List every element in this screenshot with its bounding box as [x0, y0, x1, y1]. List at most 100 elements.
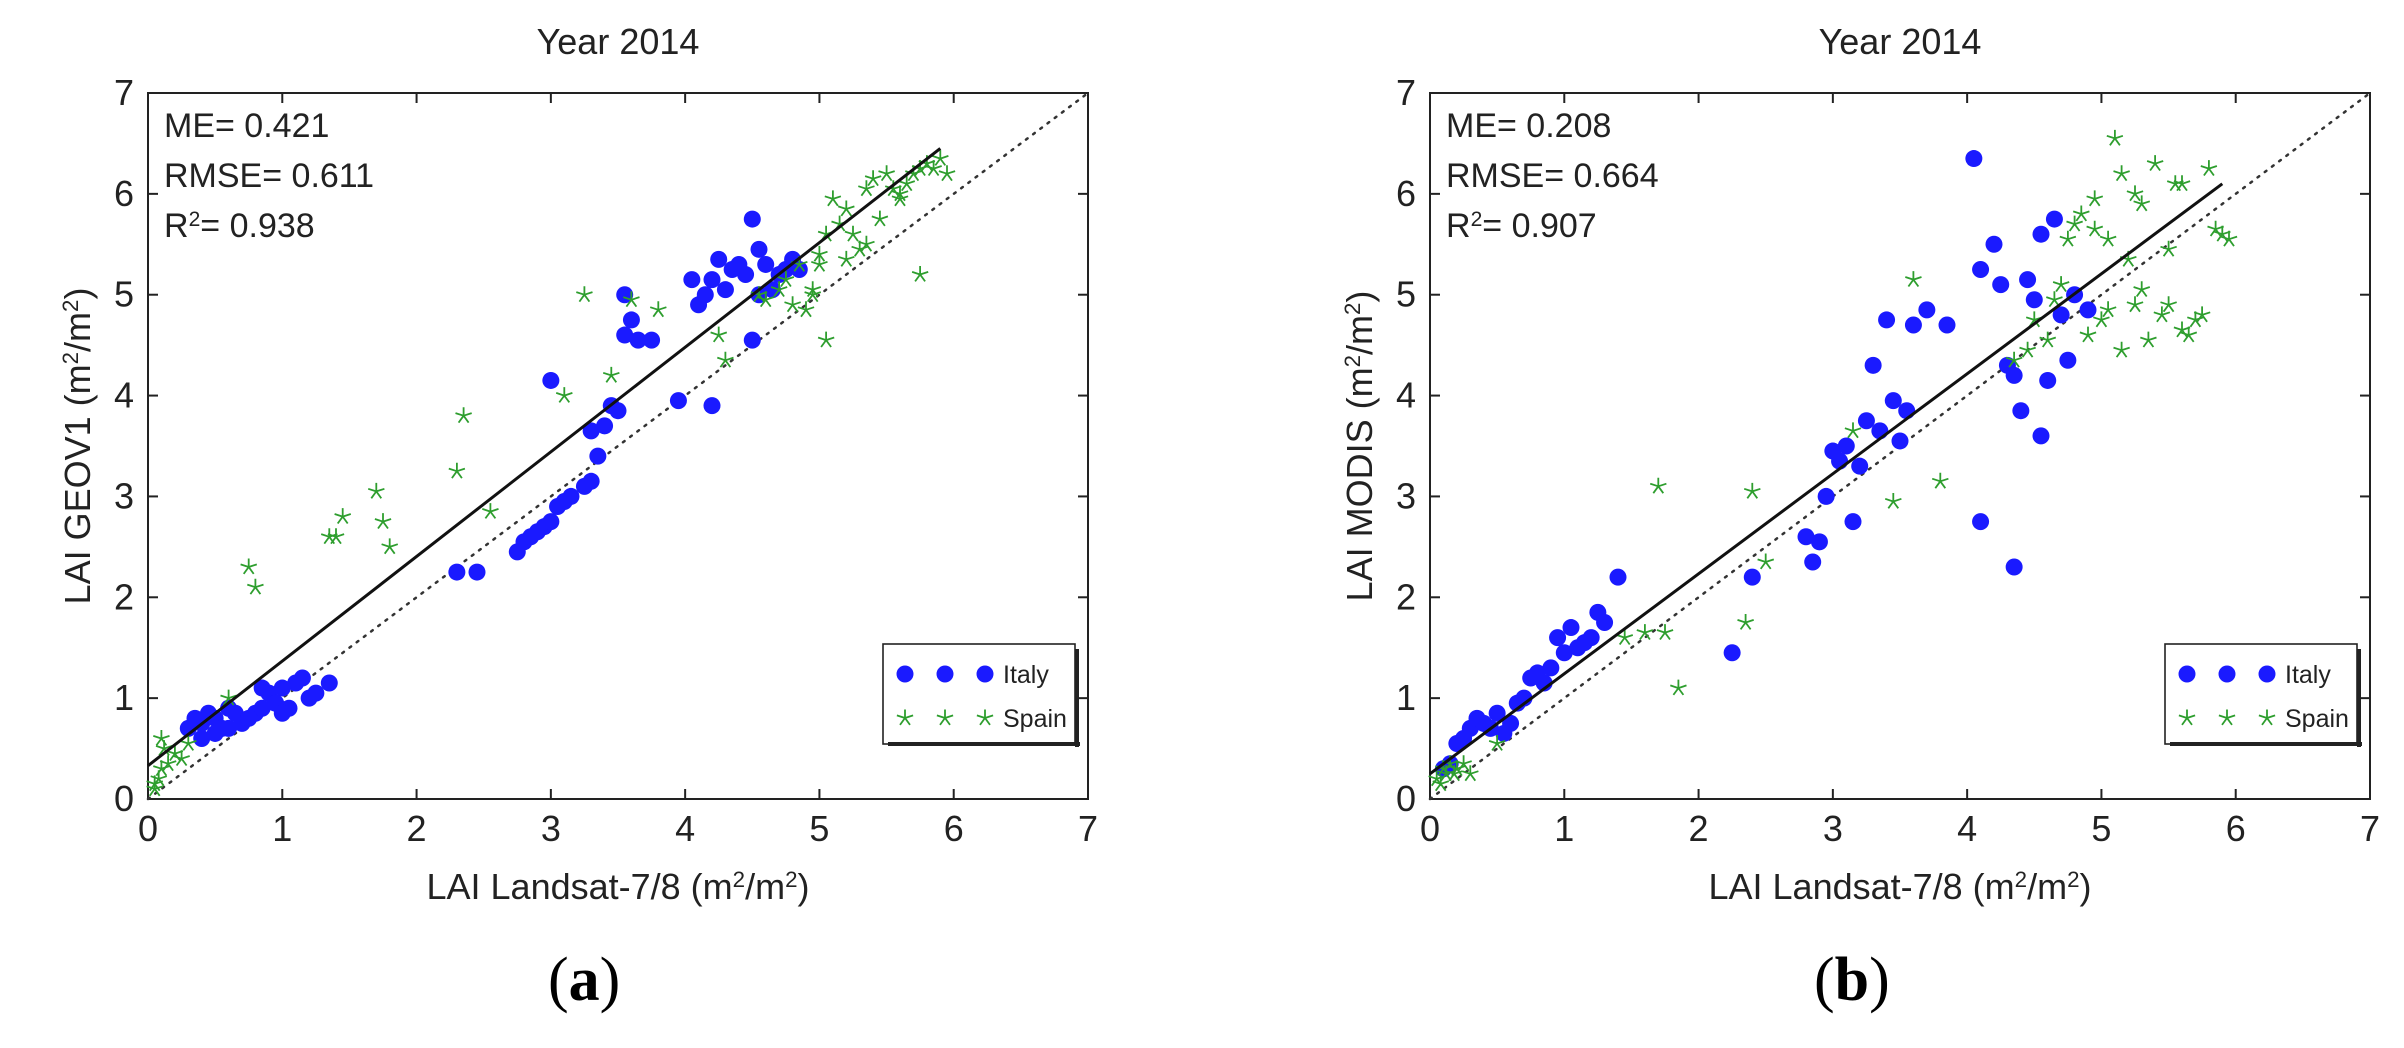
- point-italy: [220, 719, 238, 737]
- point-italy: [1864, 356, 1882, 374]
- point-spain: [864, 170, 882, 187]
- y-tick-label: 3: [1396, 475, 1416, 516]
- point-italy: [696, 286, 714, 304]
- point-italy: [273, 679, 291, 697]
- caption-b: (b): [1814, 946, 1890, 1014]
- legend-box: [882, 643, 1076, 745]
- point-spain: [649, 301, 667, 318]
- legend-entry-italy: Italy: [896, 661, 1049, 689]
- x-tick-label: 7: [2360, 808, 2380, 849]
- plot-frame: [147, 92, 1089, 800]
- point-spain: [837, 250, 855, 267]
- point-spain: [455, 407, 472, 424]
- point-italy: [1972, 513, 1990, 531]
- chart-title: Year 2014: [1819, 21, 1982, 62]
- point-italy: [737, 266, 755, 284]
- y-tick-label: 3: [114, 475, 134, 516]
- point-spain: [482, 503, 499, 519]
- point-italy: [2045, 210, 2063, 228]
- legend-marker: [976, 665, 994, 683]
- point-spain: [2113, 165, 2130, 182]
- point-italy: [589, 447, 607, 465]
- point-spain: [811, 245, 828, 262]
- x-tick-label: 3: [541, 808, 561, 849]
- point-italy: [790, 261, 808, 278]
- point-spain: [1616, 629, 1634, 646]
- point-italy: [1810, 533, 1828, 551]
- point-spain: [2093, 311, 2110, 328]
- point-spain: [146, 780, 164, 797]
- point-italy: [2032, 427, 2050, 445]
- point-spain: [858, 235, 875, 252]
- point-italy: [596, 417, 614, 435]
- point-italy: [1972, 261, 1990, 278]
- point-spain: [2039, 331, 2057, 348]
- point-spain: [1844, 422, 1862, 439]
- point-spain: [374, 513, 392, 530]
- y-tick-label: 2: [1396, 576, 1416, 617]
- point-spain: [2052, 276, 2070, 293]
- point-spain: [811, 256, 828, 272]
- point-italy: [582, 422, 600, 440]
- stat-rmse: RMSE= 0.611: [164, 157, 374, 195]
- point-italy: [757, 255, 775, 273]
- stat-me: ME= 0.208: [1446, 107, 1611, 145]
- point-italy: [1502, 714, 1520, 732]
- legend-marker: [896, 709, 914, 726]
- point-spain: [1455, 755, 1472, 772]
- legend-marker: [2178, 709, 2196, 726]
- point-italy: [307, 684, 325, 702]
- point-spain: [334, 508, 352, 525]
- point-spain: [2113, 341, 2130, 358]
- point-italy: [582, 472, 600, 490]
- y-tick-label: 0: [1396, 778, 1416, 819]
- point-italy: [1743, 568, 1761, 586]
- point-italy: [1918, 301, 1936, 319]
- point-italy: [542, 513, 560, 531]
- point-spain: [1905, 271, 1922, 288]
- caption-letter-a: a: [568, 946, 600, 1014]
- point-italy: [1562, 619, 1580, 637]
- point-spain: [602, 366, 620, 383]
- point-spain: [2133, 281, 2151, 298]
- point-spain: [2146, 155, 2164, 172]
- stat-r2: R2= 0.907: [1446, 207, 1597, 245]
- point-spain: [858, 180, 875, 197]
- point-italy: [562, 487, 580, 505]
- point-spain: [2046, 291, 2063, 308]
- point-italy: [293, 669, 311, 687]
- point-spain: [1743, 482, 1761, 499]
- legend-label: Spain: [2285, 705, 2349, 733]
- point-italy: [1851, 457, 1869, 475]
- point-italy: [253, 699, 271, 717]
- x-tick-label: 0: [1420, 808, 1440, 849]
- fit-line: [1429, 182, 2224, 775]
- x-tick-label: 1: [272, 808, 292, 849]
- point-spain: [710, 326, 728, 343]
- x-tick-label: 4: [675, 808, 695, 849]
- x-axis-label: LAI Landsat-7/8 (m2/m2): [1708, 866, 2091, 907]
- x-tick-label: 3: [1823, 808, 1843, 849]
- point-spain: [2193, 306, 2211, 323]
- legend-label: Spain: [1003, 705, 1067, 733]
- point-spain: [2019, 341, 2036, 358]
- legend-box: [2164, 643, 2358, 745]
- stat-me: ME= 0.421: [164, 107, 329, 145]
- point-italy: [1555, 644, 1573, 662]
- caption-a: (a): [548, 946, 621, 1014]
- point-spain: [797, 301, 815, 318]
- point-italy: [1596, 614, 1614, 631]
- x-tick-label: 7: [1078, 808, 1098, 849]
- point-spain: [2059, 230, 2077, 247]
- point-spain: [1931, 472, 1949, 489]
- legend-entry-spain: Spain: [2178, 705, 2349, 733]
- point-spain: [2079, 326, 2097, 343]
- point-spain: [555, 387, 573, 403]
- point-spain: [2086, 190, 2104, 207]
- point-spain: [2106, 129, 2124, 146]
- point-spain: [2086, 220, 2104, 237]
- point-italy: [1965, 150, 1983, 168]
- point-italy: [193, 729, 211, 747]
- point-italy: [1542, 659, 1560, 677]
- y-axis-label: LAI GEOV1 (m2/m2): [57, 288, 98, 605]
